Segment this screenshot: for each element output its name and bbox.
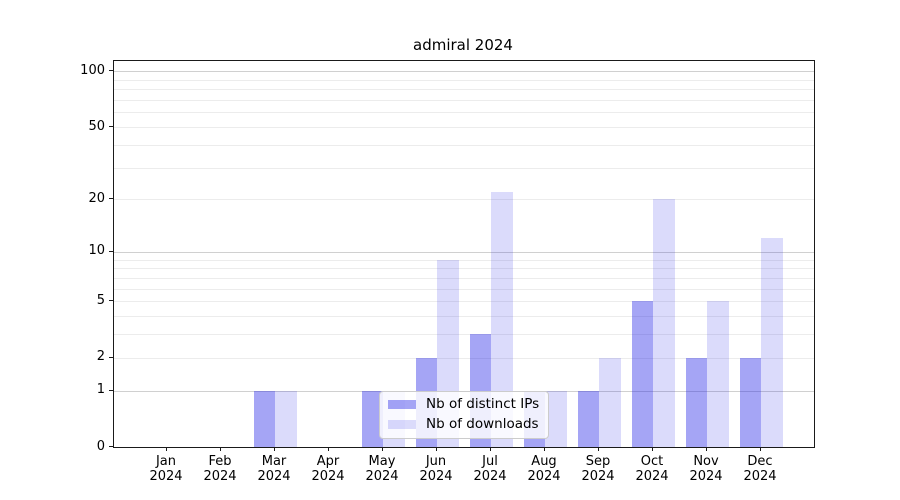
x-tick-mark — [274, 447, 275, 451]
x-tick-mark — [220, 447, 221, 451]
minor-gridline — [114, 112, 814, 114]
y-tick-mark — [109, 198, 113, 200]
x-tick-label: Aug 2024 — [527, 454, 561, 484]
y-tick-mark — [109, 126, 113, 127]
minor-gridline — [114, 259, 814, 261]
x-tick-mark — [436, 447, 437, 451]
y-tick-label: 50 — [88, 118, 105, 134]
y-tick-label: 0 — [96, 438, 105, 454]
minor-gridline — [114, 301, 814, 303]
legend: Nb of distinct IPs Nb of downloads — [379, 391, 550, 439]
minor-gridline — [114, 357, 814, 359]
y-tick-mark — [109, 356, 113, 358]
y-tick-label: 5 — [96, 292, 105, 308]
bar-downloads — [275, 390, 297, 447]
chart-title: admiral 2024 — [413, 36, 513, 54]
minor-gridline — [114, 144, 814, 146]
bar-downloads — [653, 199, 675, 447]
x-tick-mark — [490, 447, 491, 451]
y-tick-label: 100 — [80, 62, 105, 78]
y-tick-label: 10 — [88, 243, 105, 259]
x-tick-label: Jun 2024 — [419, 454, 453, 484]
legend-swatch-distinct-ips — [388, 400, 416, 409]
y-tick-mark — [109, 389, 113, 391]
minor-gridline — [114, 334, 814, 336]
x-tick-label: Nov 2024 — [689, 454, 723, 484]
major-gridline — [114, 71, 814, 73]
y-tick-label: 2 — [96, 349, 105, 365]
minor-gridline — [114, 126, 814, 128]
x-tick-mark — [382, 447, 383, 451]
bar-distinct-ips — [361, 390, 383, 447]
bar-distinct-ips — [577, 390, 599, 447]
x-tick-mark — [760, 447, 761, 451]
bar-downloads — [707, 301, 729, 447]
x-tick-label: May 2024 — [365, 454, 399, 484]
bar-downloads — [599, 357, 621, 447]
x-tick-label: Jan 2024 — [149, 454, 183, 484]
y-tick-mark — [109, 300, 113, 302]
legend-row-downloads: Nb of downloads — [388, 417, 539, 432]
major-gridline — [114, 251, 814, 253]
minor-gridline — [114, 199, 814, 201]
bar-downloads — [545, 390, 567, 447]
y-tick-label: 1 — [96, 382, 105, 398]
x-tick-mark — [328, 447, 329, 451]
minor-gridline — [114, 277, 814, 279]
minor-gridline — [114, 268, 814, 270]
minor-gridline — [114, 167, 814, 169]
bar-distinct-ips — [739, 357, 761, 447]
x-tick-mark — [706, 447, 707, 451]
x-tick-label: Jul 2024 — [473, 454, 507, 484]
bar-distinct-ips — [253, 390, 275, 447]
x-tick-mark — [544, 447, 545, 451]
y-tick-label: 20 — [88, 190, 105, 206]
y-tick-mark — [109, 70, 113, 72]
x-tick-mark — [166, 447, 167, 451]
bar-distinct-ips — [685, 357, 707, 447]
y-tick-mark — [109, 250, 113, 252]
x-tick-mark — [652, 447, 653, 451]
x-tick-label: Feb 2024 — [203, 454, 237, 484]
x-tick-label: Sep 2024 — [581, 454, 615, 484]
bar-downloads — [761, 238, 783, 447]
x-tick-label: Mar 2024 — [257, 454, 291, 484]
minor-gridline — [114, 100, 814, 102]
bar-distinct-ips — [631, 301, 653, 447]
x-tick-label: Apr 2024 — [311, 454, 345, 484]
minor-gridline — [114, 316, 814, 317]
plot-area — [113, 60, 815, 448]
x-tick-label: Oct 2024 — [635, 454, 669, 484]
bar-downloads — [491, 191, 513, 447]
x-tick-mark — [598, 447, 599, 451]
legend-row-distinct-ips: Nb of distinct IPs — [388, 397, 539, 412]
legend-label-distinct-ips: Nb of distinct IPs — [426, 396, 540, 412]
minor-gridline — [114, 89, 814, 91]
minor-gridline — [114, 79, 814, 81]
x-tick-label: Dec 2024 — [743, 454, 777, 484]
legend-swatch-downloads — [388, 420, 416, 429]
minor-gridline — [114, 288, 814, 290]
y-tick-mark — [109, 446, 113, 447]
legend-label-downloads: Nb of downloads — [426, 416, 539, 432]
